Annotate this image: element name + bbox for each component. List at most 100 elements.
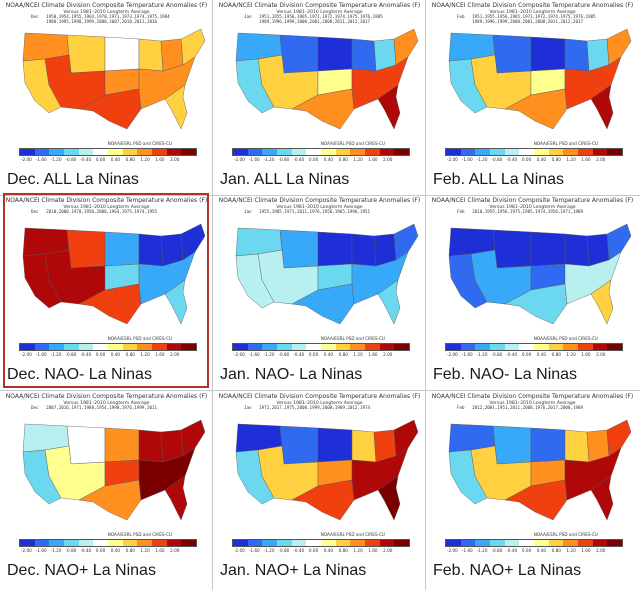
us-anomaly-map bbox=[235, 28, 419, 130]
map-figure: NOAA/NCEI Climate Division Composite Tem… bbox=[431, 2, 634, 165]
region-mw bbox=[138, 38, 164, 72]
color-scale-swatch bbox=[306, 540, 322, 546]
color-scale-tick-label: -1.60 bbox=[248, 548, 260, 553]
color-scale-tick-label: 1.60 bbox=[155, 157, 165, 162]
map-figure: NOAA/NCEI Climate Division Composite Tem… bbox=[5, 197, 208, 360]
color-scale-tick-label: -2.00 bbox=[446, 157, 458, 162]
color-scale-tick-label: 0.00 bbox=[308, 157, 319, 162]
color-scale-tick-label: -2.00 bbox=[233, 352, 245, 357]
color-scale-tick-label: 0.00 bbox=[308, 548, 319, 553]
color-scale-tick-label: -1.60 bbox=[461, 548, 473, 553]
color-scale-tick-label: 1.60 bbox=[581, 548, 591, 553]
color-scale-swatch bbox=[504, 540, 520, 546]
color-scale-tick-label: -1.20 bbox=[50, 548, 62, 553]
map-credit: NOAA/ESRL PSD and CIRES-CU bbox=[107, 532, 172, 537]
color-scale-swatch bbox=[490, 149, 505, 155]
color-scale-swatch bbox=[49, 149, 65, 155]
map-panel-dec-all: NOAA/NCEI Climate Division Composite Tem… bbox=[1, 1, 212, 196]
color-scale-swatch bbox=[247, 344, 263, 350]
us-anomaly-map bbox=[448, 419, 632, 521]
color-scale-swatch bbox=[262, 540, 278, 546]
color-scale-tick-label: 0.00 bbox=[308, 352, 319, 357]
map-years: Feb 2010,1955,1956,1975,1985,1974,1956,1… bbox=[457, 209, 584, 215]
map-years: 1988,1995,1998,1999,2000,2007,2010,2011,… bbox=[31, 19, 158, 24]
color-scale-swatch bbox=[519, 149, 535, 155]
color-scale-swatch bbox=[607, 344, 623, 350]
color-scale-tick-label: 1.20 bbox=[140, 352, 150, 357]
color-scale-tick-label: -1.60 bbox=[35, 352, 47, 357]
color-scale-tick-label: 0.40 bbox=[323, 157, 334, 162]
color-scale-swatch bbox=[78, 149, 94, 155]
region-fl bbox=[377, 279, 401, 325]
color-scale-tick-label: 0.80 bbox=[338, 157, 348, 162]
color-scale-swatch bbox=[20, 149, 35, 155]
color-scale-swatch bbox=[64, 149, 79, 155]
us-anomaly-map bbox=[448, 28, 632, 130]
color-scale-tick-label: 2.00 bbox=[596, 157, 606, 162]
color-scale-tick-label: -1.20 bbox=[476, 548, 488, 553]
region-fl bbox=[164, 279, 188, 325]
color-scale-swatch bbox=[446, 344, 461, 350]
color-scale-swatch bbox=[291, 344, 307, 350]
color-scale-swatch bbox=[291, 149, 307, 155]
color-scale-tick-label: 0.80 bbox=[125, 352, 135, 357]
color-scale-swatch bbox=[592, 149, 608, 155]
region-nplains bbox=[317, 427, 353, 463]
color-scale-swatch bbox=[20, 540, 35, 546]
color-scale-tick-label: -0.80 bbox=[65, 548, 77, 553]
color-scale-tick-label: 2.00 bbox=[596, 548, 606, 553]
color-scale-tick-label: -1.20 bbox=[476, 157, 488, 162]
color-scale-tick-label: -0.40 bbox=[80, 157, 92, 162]
color-scale-swatch bbox=[262, 149, 278, 155]
region-ne bbox=[393, 223, 419, 261]
region-mtn bbox=[279, 229, 319, 269]
color-scale-tick-label: 0.80 bbox=[338, 548, 348, 553]
color-scale-tick-label: -1.60 bbox=[461, 352, 473, 357]
color-scale-tick-label: -0.80 bbox=[65, 157, 77, 162]
region-nplains bbox=[104, 427, 140, 463]
region-mw bbox=[564, 429, 590, 463]
color-scale-tick-label: -2.00 bbox=[446, 548, 458, 553]
color-scale-swatch bbox=[137, 149, 153, 155]
map-years: Jan 1955,1985,1971,2011,1976,1956,1965,1… bbox=[244, 209, 371, 215]
color-scale-swatch bbox=[460, 344, 476, 350]
grid-divider bbox=[0, 195, 640, 196]
color-scale-ticks: -2.00 -1.60 -1.20 -0.80 -0.40 0.00 0.40 0.80 1.2… bbox=[226, 352, 416, 360]
us-anomaly-map bbox=[235, 419, 419, 521]
color-scale-tick-label: 1.60 bbox=[155, 352, 165, 357]
color-scale-tick-label: -1.20 bbox=[263, 548, 275, 553]
map-figure: NOAA/NCEI Climate Division Composite Tem… bbox=[431, 197, 634, 360]
map-panel-feb-all: NOAA/NCEI Climate Division Composite Tem… bbox=[427, 1, 638, 196]
color-scale-tick-label: 1.20 bbox=[566, 157, 576, 162]
color-scale-bar bbox=[232, 539, 410, 547]
color-scale-swatch bbox=[578, 540, 593, 546]
color-scale-swatch bbox=[394, 149, 410, 155]
color-scale-swatch bbox=[379, 540, 395, 546]
color-scale-swatch bbox=[122, 344, 138, 350]
region-mtn bbox=[279, 425, 319, 465]
color-scale-bar bbox=[445, 148, 623, 156]
color-scale-tick-label: -0.80 bbox=[278, 157, 290, 162]
color-scale-swatch bbox=[475, 540, 491, 546]
color-scale-swatch bbox=[93, 344, 109, 350]
color-scale-bar bbox=[445, 343, 623, 351]
color-scale-tick-label: 1.20 bbox=[353, 157, 363, 162]
color-scale-swatch bbox=[365, 149, 380, 155]
color-scale-tick-label: -1.20 bbox=[50, 352, 62, 357]
map-figure: NOAA/NCEI Climate Division Composite Tem… bbox=[5, 393, 208, 556]
color-scale-tick-label: 0.80 bbox=[338, 352, 348, 357]
color-scale-swatch bbox=[166, 344, 182, 350]
color-scale-swatch bbox=[233, 344, 248, 350]
color-scale-swatch bbox=[446, 540, 461, 546]
color-scale-swatch bbox=[152, 540, 167, 546]
color-scale-swatch bbox=[247, 540, 263, 546]
color-scale-tick-label: -0.80 bbox=[491, 352, 503, 357]
color-scale-swatch bbox=[578, 149, 593, 155]
color-scale-swatch bbox=[108, 149, 123, 155]
color-scale-tick-label: 1.20 bbox=[353, 352, 363, 357]
color-scale-swatch bbox=[350, 540, 366, 546]
color-scale-swatch bbox=[93, 540, 109, 546]
color-scale-swatch bbox=[122, 149, 138, 155]
panel-caption: Dec. ALL La Ninas bbox=[7, 171, 139, 188]
color-scale-tick-label: 0.00 bbox=[521, 157, 532, 162]
